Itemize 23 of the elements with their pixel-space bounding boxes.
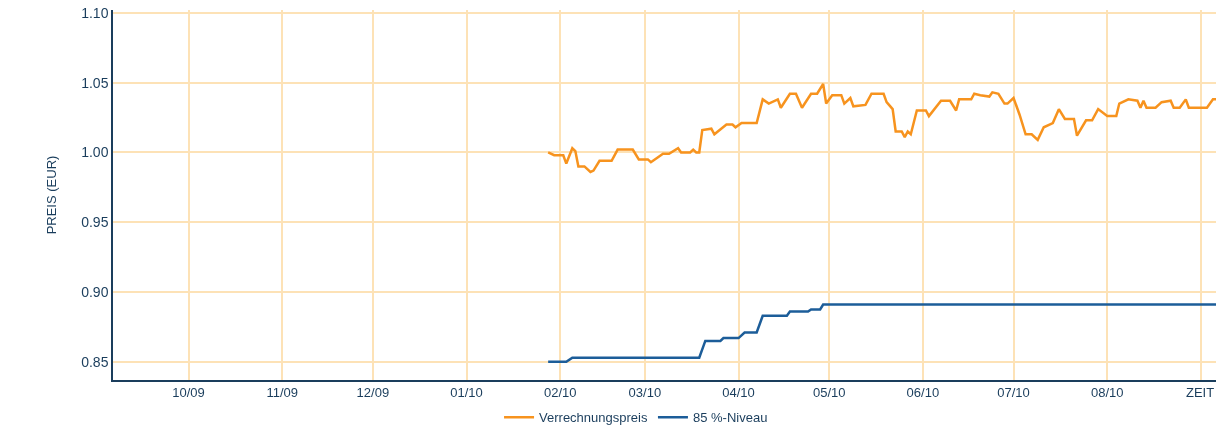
x-tick-label: 08/10 (1090, 385, 1124, 401)
x-axis-title: ZEIT (1186, 385, 1215, 400)
y-tick-label: 0.90 (81, 283, 109, 300)
legend-label: 85 %-Niveau (692, 410, 768, 426)
x-tick-label: 02/10 (543, 385, 577, 401)
legend-label: Verrechnungspreis (539, 410, 648, 426)
x-tick-label: 04/10 (722, 385, 755, 401)
x-tick-label: 05/10 (812, 385, 846, 401)
x-tick-label: 01/10 (450, 385, 483, 401)
y-tick-label: 1.10 (81, 4, 109, 21)
y-tick-label: 1.00 (81, 144, 109, 161)
x-tick-label: 11/09 (266, 385, 299, 401)
x-tick-label: 07/10 (997, 385, 1030, 401)
y-axis-title: PREIS (EUR) (43, 155, 59, 235)
y-tick-label: 0.95 (81, 214, 109, 231)
x-tick-label: 12/09 (356, 385, 390, 401)
line-series (546, 82, 1216, 174)
x-tick-label: 10/09 (172, 385, 205, 401)
line-series (546, 303, 1216, 364)
x-tick-label: 06/10 (906, 385, 940, 401)
y-tick-label: 0.85 (81, 353, 109, 370)
y-tick-label: 1.05 (81, 74, 109, 91)
x-tick-label: 03/10 (628, 385, 662, 401)
